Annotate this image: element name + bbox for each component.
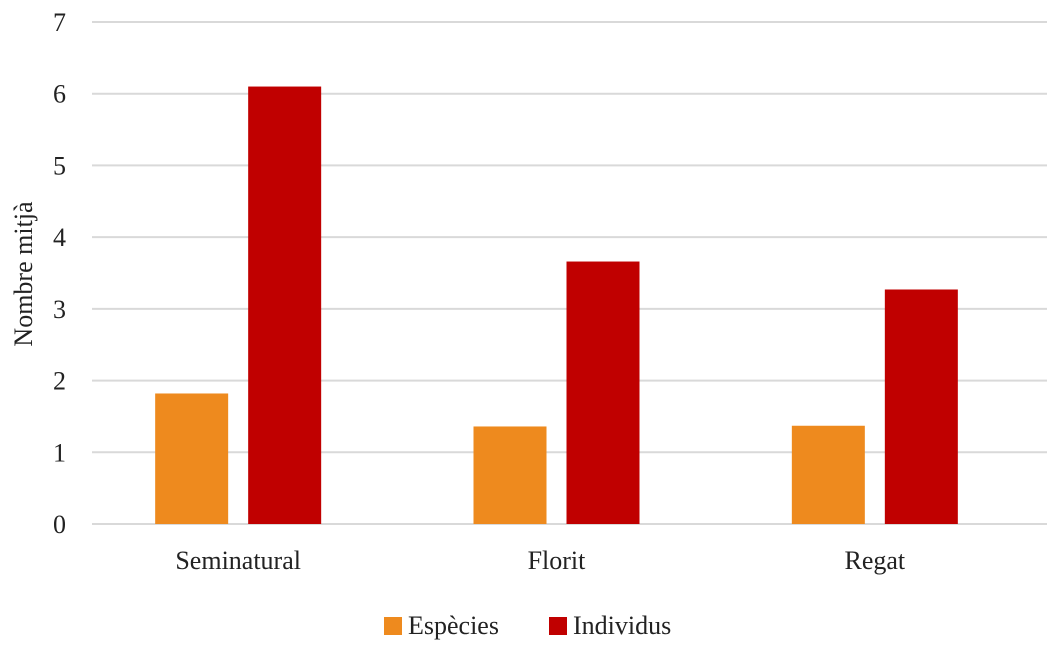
bar-individus-florit [566,261,640,524]
y-tick-label: 7 [53,8,66,37]
legend-label-individus: Individus [573,611,671,640]
y-tick-label: 0 [53,510,66,539]
y-tick-label: 5 [53,151,66,180]
x-tick-label: Regat [845,546,906,575]
x-axis-ticks: Seminatural Florit Regat [175,546,906,575]
x-tick-label: Florit [528,546,587,575]
y-tick-label: 6 [53,80,66,109]
bar-individus-seminatural [248,86,322,525]
legend: Espècies Individus [384,611,671,640]
y-tick-label: 2 [53,367,66,396]
y-tick-label: 3 [53,295,66,324]
legend-swatch-individus [549,617,567,635]
bar-espècies-seminatural [155,393,229,524]
x-tick-label: Seminatural [175,546,301,575]
legend-swatch-espècies [384,617,402,635]
bar-individus-regat [884,289,958,524]
legend-label-espècies: Espècies [408,611,499,640]
y-axis-label: Nombre mitjà [9,201,38,347]
bars [155,86,958,525]
y-tick-label: 4 [53,223,66,252]
bar-espècies-regat [791,425,865,524]
y-tick-label: 1 [53,438,66,467]
bar-espècies-florit [473,426,547,524]
y-axis-ticks: 0 1 2 3 4 5 6 7 [53,8,66,539]
